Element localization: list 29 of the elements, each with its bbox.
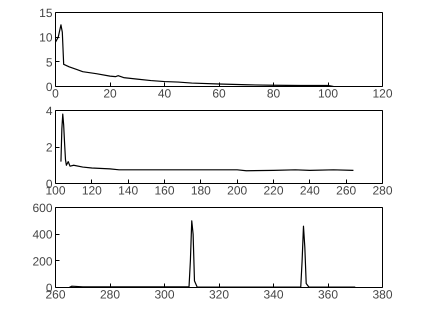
y-tick-label: 400 xyxy=(32,228,53,242)
x-tick-label: 100 xyxy=(318,86,338,100)
x-tick-label: 120 xyxy=(372,86,393,100)
x-tick-label: 140 xyxy=(118,184,139,198)
x-tick-label: 120 xyxy=(82,184,102,198)
y-tick-label: 10 xyxy=(39,30,53,45)
x-tick-label: 200 xyxy=(227,184,248,198)
x-tick-label: 20 xyxy=(103,86,117,100)
x-tick-label: 300 xyxy=(154,288,175,302)
x-tick-label: 80 xyxy=(266,86,280,100)
x-tick-label: 220 xyxy=(263,184,284,198)
x-tick-label: 260 xyxy=(336,184,357,198)
x-tick-label: 40 xyxy=(158,86,172,100)
y-tick-label: 5 xyxy=(46,55,53,70)
x-tick-label: 360 xyxy=(318,288,338,302)
y-tick-label: 15 xyxy=(39,6,53,20)
y-tick-label: 200 xyxy=(32,254,53,268)
y-tick-label: 2 xyxy=(46,140,53,154)
x-tick-label: 380 xyxy=(372,288,393,302)
x-tick-label: 180 xyxy=(190,184,212,198)
x-tick-label: 60 xyxy=(212,86,226,100)
y-tick-label: 600 xyxy=(32,201,53,215)
y-tick-label: 4 xyxy=(46,104,53,118)
x-tick-label: 320 xyxy=(208,288,230,302)
x-tick-label: 280 xyxy=(100,288,120,302)
x-tick-label: 160 xyxy=(154,184,175,198)
x-tick-label: 340 xyxy=(263,288,284,302)
x-tick-label: 240 xyxy=(300,184,320,198)
x-tick-label: 280 xyxy=(372,184,393,198)
